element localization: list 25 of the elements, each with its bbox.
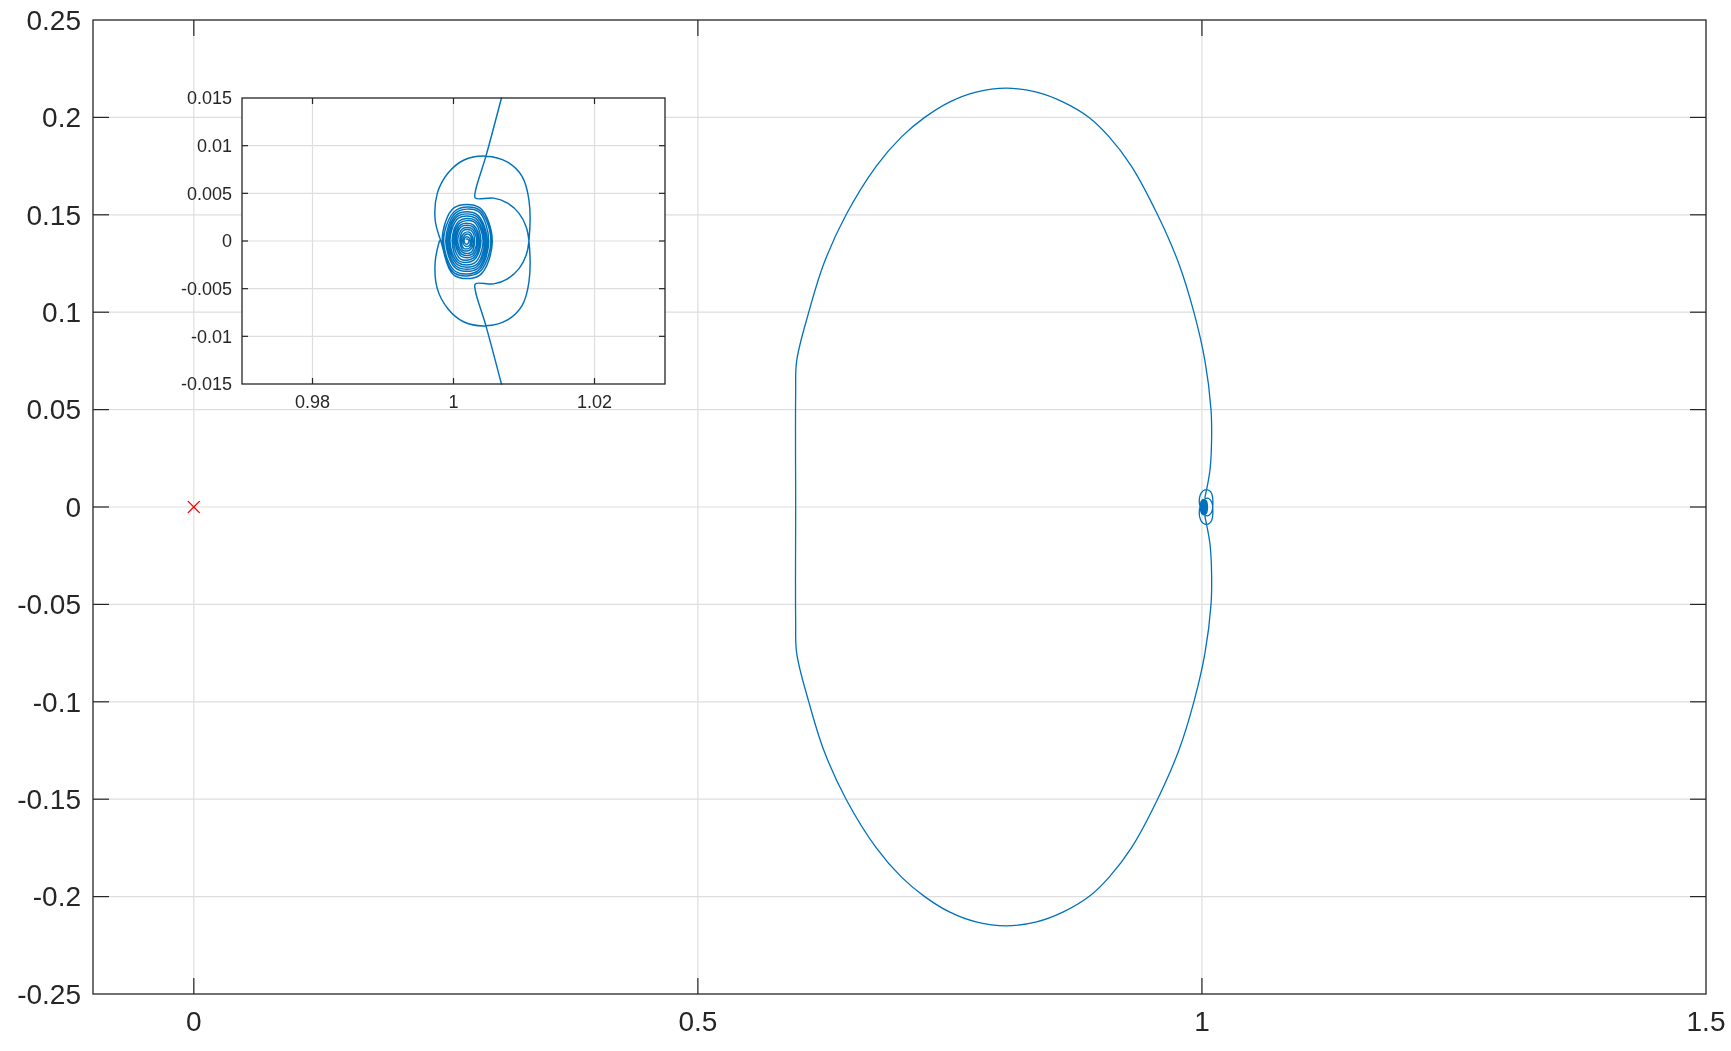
y-tick-label: 0.15 xyxy=(26,199,81,231)
y-tick-label: 0 xyxy=(221,231,232,252)
x-tick-label: 1 xyxy=(1194,1006,1210,1037)
y-tick-label: 0 xyxy=(65,491,81,523)
line-series xyxy=(794,87,1214,927)
y-tick-label: -0.05 xyxy=(17,589,81,621)
y-tick-label: 0.005 xyxy=(186,183,232,204)
y-tick-label: -0.15 xyxy=(17,784,81,815)
y-tick-label: -0.25 xyxy=(17,978,81,1010)
x-tick-label: 0.98 xyxy=(294,392,331,412)
y-tick-label: -0.1 xyxy=(32,686,81,718)
y-tick-label: 0.2 xyxy=(42,102,81,134)
x-tick-label: 1 xyxy=(448,392,459,412)
y-tick-label: 0.1 xyxy=(42,297,81,328)
x-tick-label: 0.5 xyxy=(678,1006,718,1037)
x-tick-label: 1.02 xyxy=(576,392,613,412)
y-tick-label: -0.2 xyxy=(32,881,81,913)
y-tick-label: 0.015 xyxy=(186,88,232,109)
y-tick-label: -0.005 xyxy=(180,278,232,299)
y-tick-label: -0.01 xyxy=(190,326,232,347)
y-tick-label: -0.015 xyxy=(180,374,232,395)
y-tick-label: 0.25 xyxy=(26,4,81,36)
y-tick-label: 0.01 xyxy=(196,135,232,156)
y-tick-label: 0.05 xyxy=(26,394,81,426)
x-tick-label: 1.5 xyxy=(1686,1006,1726,1037)
